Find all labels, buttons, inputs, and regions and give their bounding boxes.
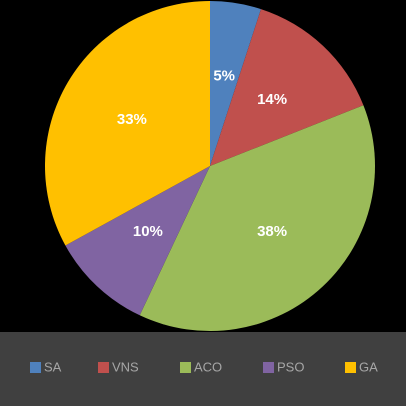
legend-label: PSO [277, 359, 304, 374]
legend-label: GA [359, 359, 378, 374]
legend-swatch [30, 362, 41, 373]
pie-slice [210, 1, 261, 166]
data-label: 14% [257, 91, 287, 108]
legend-swatch [345, 362, 356, 373]
legend-label: SA [44, 359, 62, 374]
legend-band [0, 332, 406, 406]
data-label: 10% [133, 223, 163, 240]
legend-swatch [263, 362, 274, 373]
pie-slice [65, 166, 211, 316]
data-label: 5% [213, 67, 235, 84]
legend-swatch [98, 362, 109, 373]
data-label: 38% [257, 223, 287, 240]
data-label: 33% [117, 111, 147, 128]
legend-label: ACO [194, 359, 222, 374]
pie-slice [45, 1, 210, 246]
pie-slice [139, 105, 375, 332]
legend-swatch [180, 362, 191, 373]
legend-label: VNS [112, 359, 139, 374]
pie-slice [210, 9, 364, 167]
